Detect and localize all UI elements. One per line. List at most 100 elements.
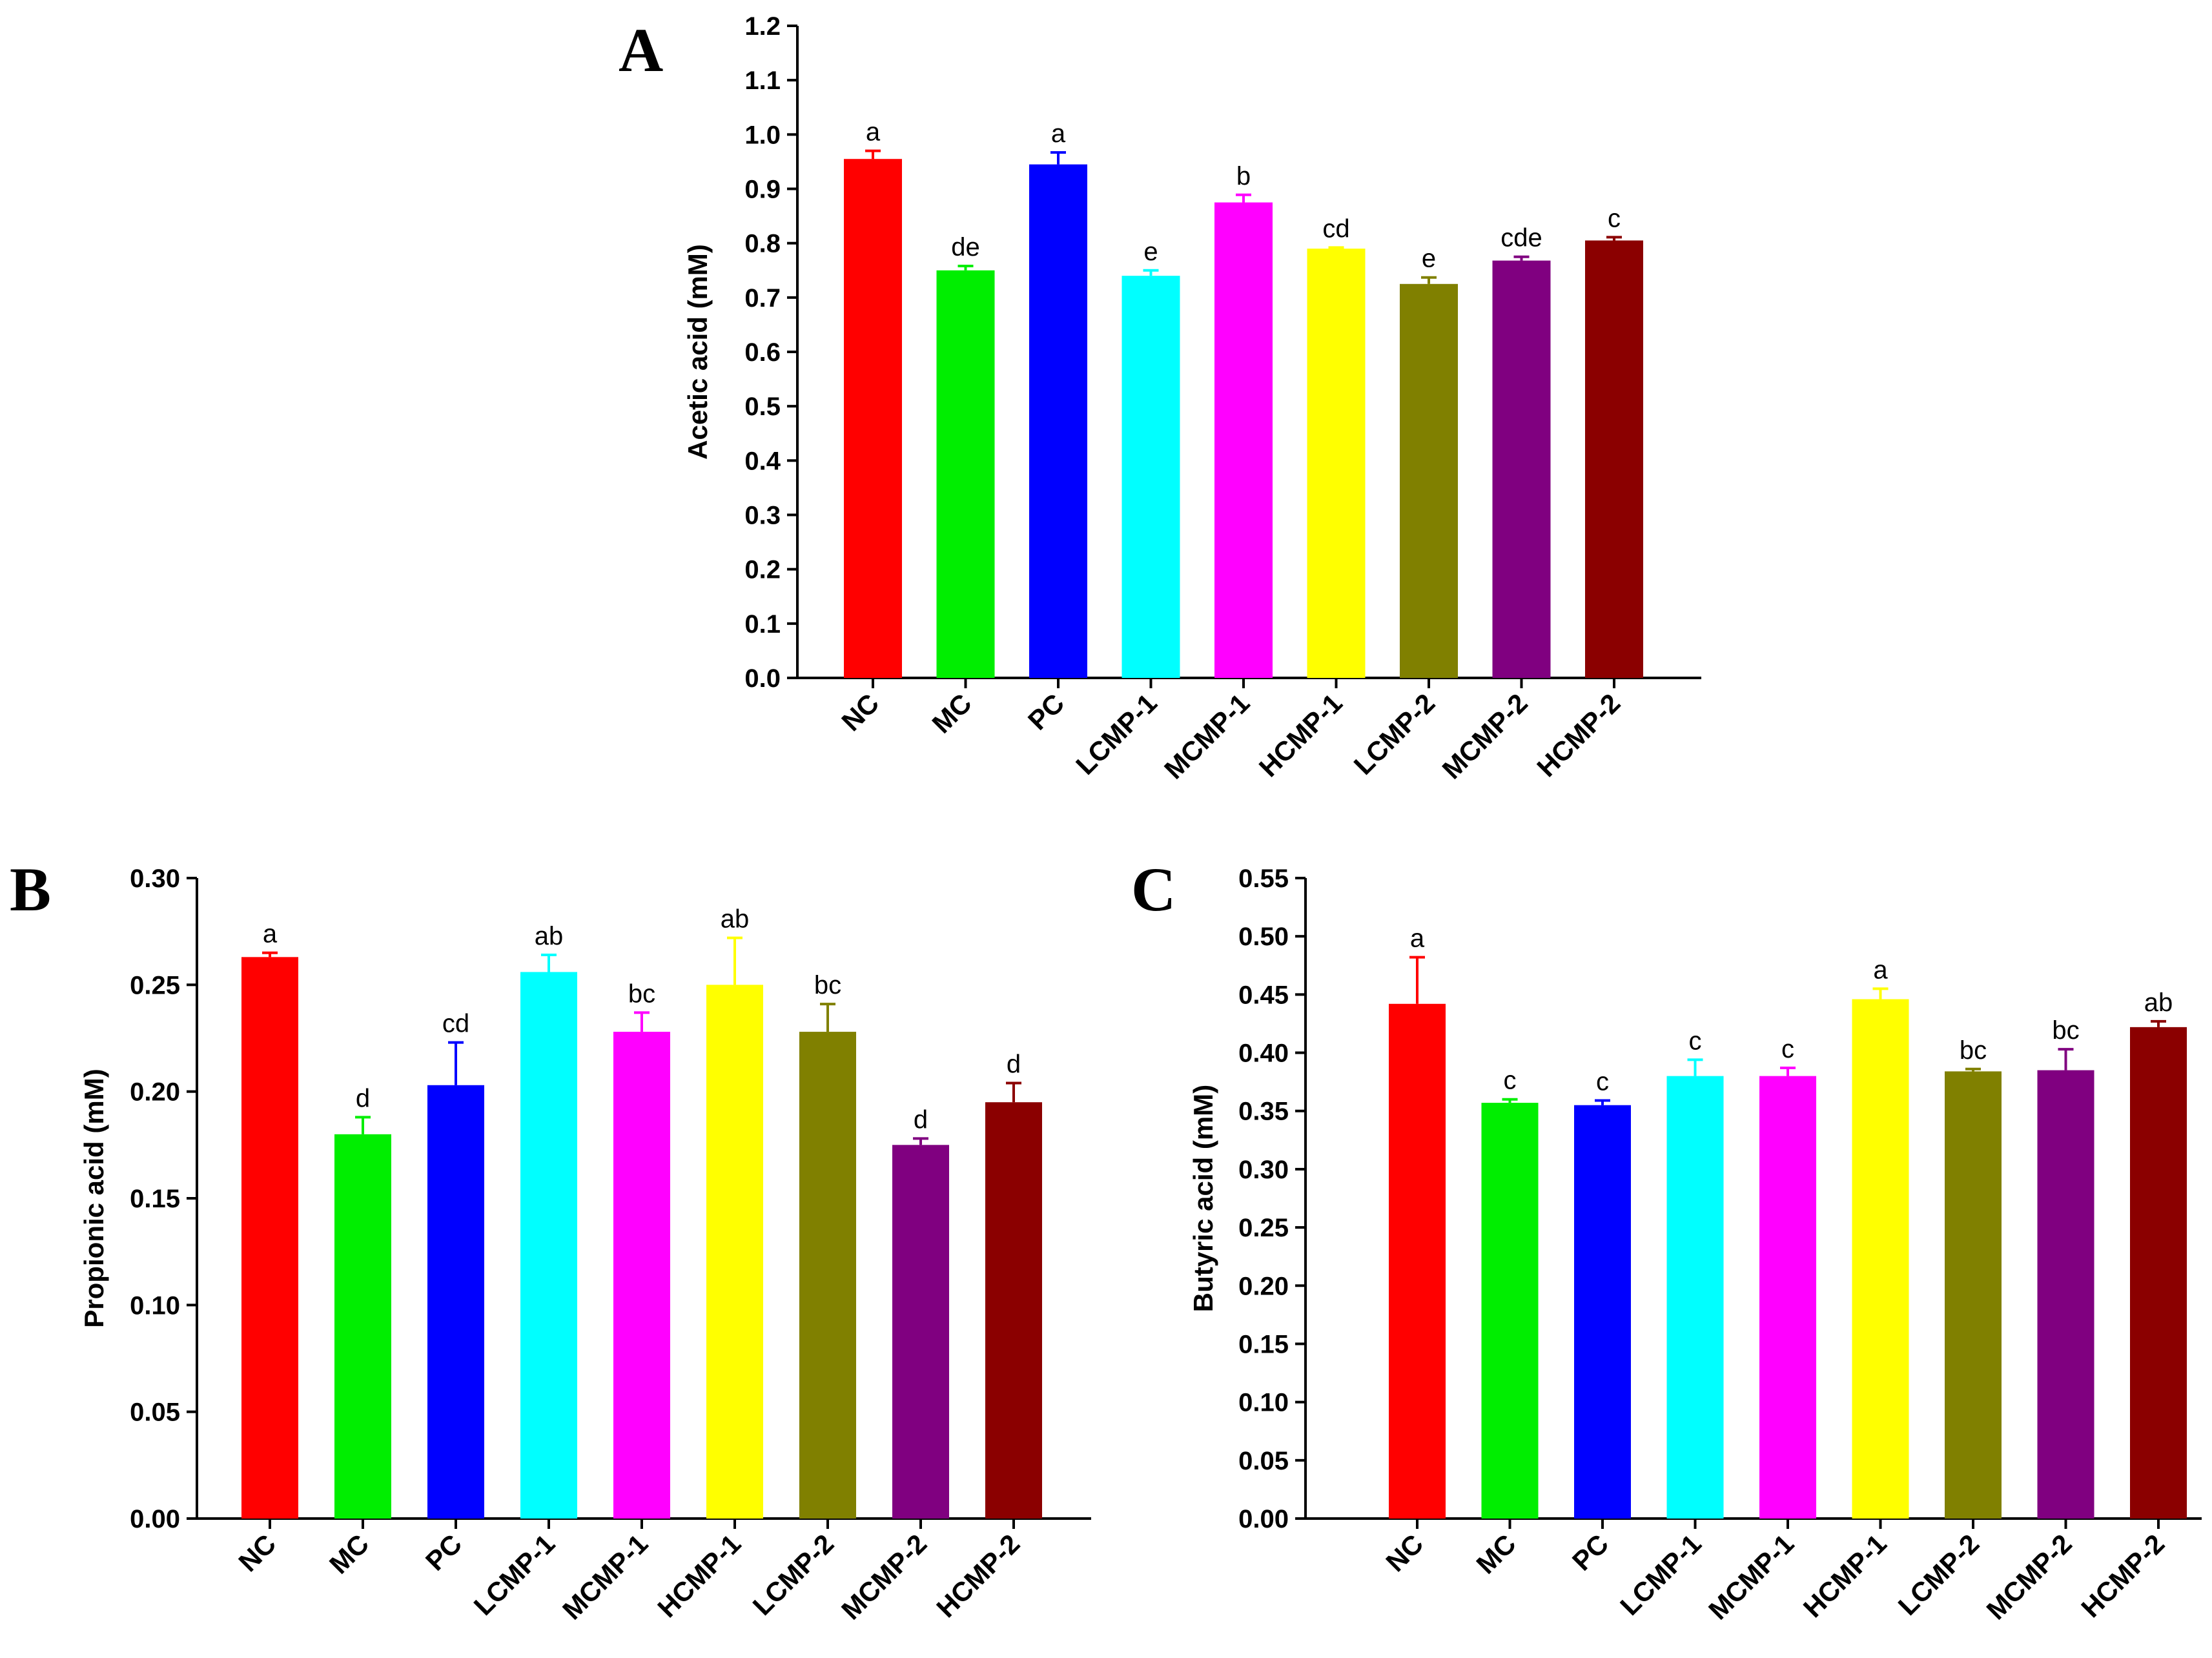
significance-label-c: c — [1689, 1027, 1702, 1055]
y-tick-label-b: 0.25 — [130, 971, 180, 999]
bar-pc-b — [427, 1085, 484, 1519]
y-tick-label-a: 0.4 — [744, 447, 781, 475]
y-tick-label-b: 0.20 — [130, 1078, 180, 1107]
bar-lcmp-2-a — [1400, 283, 1458, 679]
x-category-label-c: PC — [1566, 1528, 1615, 1577]
bar-pc-c — [1574, 1105, 1631, 1519]
x-category-label-b: HCMP-2 — [930, 1528, 1025, 1623]
significance-label-a: cde — [1500, 224, 1542, 252]
y-axis-title-b: Propionic acid (mM) — [79, 1069, 109, 1327]
bar-nc-c — [1389, 1003, 1446, 1519]
x-category-label-b: MCMP-2 — [835, 1528, 932, 1625]
y-tick-label-a: 0.3 — [744, 502, 781, 530]
significance-label-c: c — [1781, 1035, 1794, 1063]
significance-label-a: c — [1608, 204, 1621, 232]
y-tick-label-b: 0.00 — [130, 1505, 180, 1533]
bar-lcmp-2-c — [1945, 1071, 2002, 1519]
y-tick-label-a: 0.9 — [744, 176, 781, 204]
y-tick-label-a: 0.8 — [744, 230, 781, 258]
significance-label-a: e — [1422, 245, 1436, 273]
bar-lcmp-1-b — [520, 972, 577, 1519]
x-category-label-b: HCMP-1 — [651, 1528, 746, 1623]
x-category-label-a: MC — [926, 688, 977, 739]
bar-hcmp-1-a — [1307, 249, 1366, 678]
x-category-label-a: NC — [835, 688, 885, 737]
significance-label-a: a — [1051, 119, 1066, 148]
x-category-label-b: LCMP-2 — [747, 1528, 840, 1621]
x-category-label-b: PC — [420, 1528, 468, 1577]
bar-mc-c — [1481, 1103, 1539, 1519]
significance-label-b: d — [1007, 1050, 1021, 1078]
bar-mcmp-1-c — [1759, 1076, 1816, 1519]
significance-label-a: a — [866, 118, 881, 147]
x-category-label-a: HCMP-2 — [1531, 688, 1626, 783]
x-category-label-c: LCMP-1 — [1614, 1528, 1707, 1621]
y-tick-label-c: 0.45 — [1238, 981, 1289, 1009]
significance-label-c: bc — [1960, 1036, 1987, 1065]
y-tick-label-c: 0.20 — [1238, 1272, 1289, 1300]
y-tick-label-c: 0.50 — [1238, 923, 1289, 951]
significance-label-a: cd — [1322, 214, 1349, 243]
y-tick-label-b: 0.10 — [130, 1291, 180, 1320]
y-tick-label-a: 1.0 — [744, 121, 781, 149]
significance-label-b: d — [914, 1105, 928, 1134]
y-axis-title-c: Butyric acid (mM) — [1188, 1085, 1218, 1312]
significance-label-b: bc — [814, 971, 841, 999]
y-tick-label-b: 0.15 — [130, 1185, 180, 1213]
significance-label-b: bc — [628, 979, 655, 1008]
bar-mcmp-1-b — [613, 1032, 670, 1519]
bar-hcmp-2-b — [985, 1102, 1042, 1519]
bar-hcmp-1-c — [1852, 999, 1909, 1519]
significance-label-b: ab — [535, 922, 564, 950]
bar-nc-a — [844, 159, 902, 679]
y-tick-label-b: 0.05 — [130, 1398, 180, 1427]
x-category-label-a: PC — [1022, 688, 1070, 736]
significance-label-c: a — [1873, 956, 1888, 984]
significance-label-c: c — [1596, 1067, 1609, 1096]
y-axis-title-a: Acetic acid (mM) — [682, 244, 713, 460]
y-tick-label-c: 0.40 — [1238, 1039, 1289, 1068]
y-tick-label-a: 0.0 — [744, 664, 781, 693]
y-tick-label-a: 0.1 — [744, 610, 781, 639]
x-category-label-c: NC — [1380, 1528, 1429, 1577]
y-tick-label-c: 0.10 — [1238, 1389, 1289, 1417]
x-category-label-a: HCMP-1 — [1253, 688, 1348, 783]
bar-mcmp-2-c — [2037, 1070, 2094, 1519]
x-category-label-c: HCMP-1 — [1797, 1528, 1892, 1623]
y-tick-label-a: 0.7 — [744, 284, 781, 312]
x-category-label-b: MCMP-1 — [557, 1528, 653, 1625]
y-tick-label-c: 0.35 — [1238, 1098, 1289, 1126]
y-tick-label-a: 0.5 — [744, 393, 781, 421]
y-tick-label-c: 0.15 — [1238, 1330, 1289, 1358]
x-category-label-a: MCMP-2 — [1436, 688, 1533, 784]
y-tick-label-c: 0.25 — [1238, 1214, 1289, 1242]
x-category-label-b: NC — [232, 1528, 282, 1577]
bar-lcmp-1-c — [1666, 1076, 1724, 1519]
y-tick-label-c: 0.55 — [1238, 865, 1289, 893]
panel-letter-b: B — [10, 855, 51, 924]
significance-label-c: c — [1504, 1067, 1517, 1095]
bar-mcmp-2-b — [892, 1145, 949, 1519]
significance-label-c: a — [1410, 925, 1425, 953]
bar-lcmp-2-b — [799, 1032, 856, 1519]
significance-label-b: d — [356, 1084, 370, 1112]
y-tick-label-c: 0.05 — [1238, 1447, 1289, 1475]
y-tick-label-a: 0.2 — [744, 556, 781, 584]
bar-nc-b — [241, 957, 298, 1519]
bar-hcmp-2-a — [1585, 240, 1643, 678]
bar-pc-a — [1029, 164, 1087, 678]
bar-mc-b — [334, 1134, 391, 1519]
significance-label-a: e — [1143, 238, 1158, 266]
bar-mcmp-1-a — [1214, 202, 1273, 679]
y-tick-label-a: 1.1 — [744, 67, 781, 95]
significance-label-a: b — [1236, 162, 1251, 190]
panel-letter-a: A — [619, 15, 663, 85]
significance-label-a: de — [951, 233, 980, 261]
x-category-label-a: LCMP-1 — [1070, 688, 1163, 781]
panel-letter-c: C — [1131, 855, 1176, 924]
bar-lcmp-1-a — [1121, 276, 1180, 679]
significance-label-b: ab — [721, 905, 750, 934]
x-category-label-c: MC — [1470, 1528, 1521, 1579]
x-category-label-c: LCMP-2 — [1892, 1528, 1985, 1621]
